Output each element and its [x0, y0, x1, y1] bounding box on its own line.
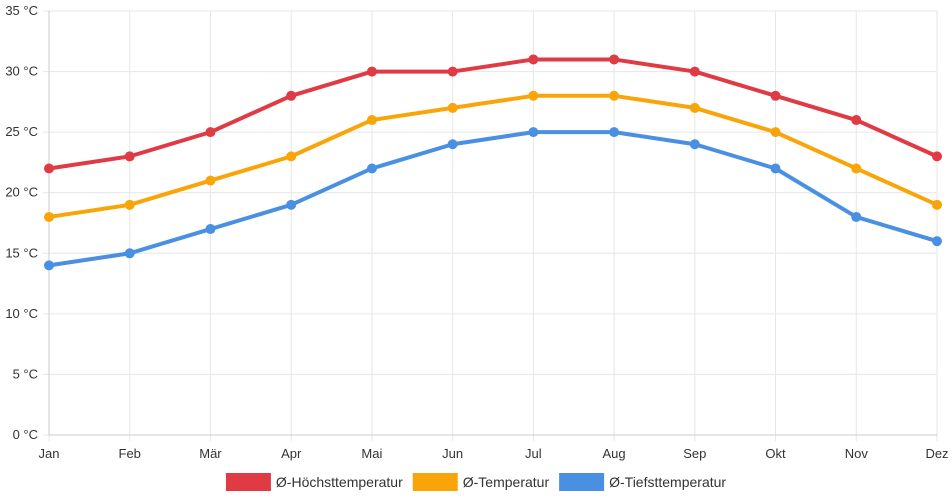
x-tick-label: Jan	[39, 446, 60, 461]
legend-label: Ø-Höchsttemperatur	[276, 474, 403, 490]
data-point[interactable]	[447, 139, 458, 150]
x-tick-label: Sep	[683, 446, 706, 461]
x-tick-label: Nov	[845, 446, 869, 461]
data-point[interactable]	[851, 211, 862, 222]
data-point[interactable]	[932, 199, 942, 210]
x-tick-label: Dez	[925, 446, 948, 461]
y-tick-label: 5 °C	[13, 366, 38, 381]
data-point[interactable]	[205, 175, 216, 186]
data-point[interactable]	[689, 102, 700, 113]
data-point[interactable]	[205, 127, 216, 138]
data-point[interactable]	[447, 102, 458, 113]
legend-swatch	[225, 473, 271, 491]
y-tick-label: 0 °C	[13, 427, 38, 442]
data-point[interactable]	[366, 115, 377, 126]
y-tick-label: 20 °C	[5, 185, 38, 200]
grid-lines	[43, 10, 938, 441]
data-point[interactable]	[851, 115, 862, 126]
series-line	[47, 57, 939, 171]
data-point[interactable]	[124, 199, 135, 210]
x-tick-label: Jun	[442, 446, 463, 461]
data-point[interactable]	[528, 127, 539, 138]
y-tick-label: 15 °C	[5, 245, 38, 260]
data-point[interactable]	[932, 151, 942, 162]
data-point[interactable]	[44, 211, 54, 222]
legend-label: Ø-Temperatur	[463, 474, 550, 490]
legend-item[interactable]: Ø-Temperatur	[412, 473, 550, 491]
series-group	[44, 90, 942, 222]
data-point[interactable]	[124, 248, 135, 259]
x-tick-label: Feb	[119, 446, 141, 461]
data-point[interactable]	[205, 224, 216, 235]
legend-swatch	[412, 473, 458, 491]
data-point[interactable]	[528, 90, 539, 101]
y-tick-label: 35 °C	[5, 3, 38, 18]
series-group	[44, 54, 942, 174]
y-tick-label: 25 °C	[5, 124, 38, 139]
y-axis-tick-labels: 0 °C 5 °C 10 °C 15 °C 20 °C 25 °C 30 °C 35 °C	[5, 3, 38, 442]
x-tick-label: Mär	[199, 446, 222, 461]
series-group	[44, 127, 942, 271]
data-point[interactable]	[609, 54, 620, 65]
x-tick-label: Okt	[765, 446, 786, 461]
data-point[interactable]	[609, 127, 620, 138]
data-series	[44, 54, 942, 271]
data-point[interactable]	[44, 260, 54, 271]
data-point[interactable]	[851, 163, 862, 174]
legend-label: Ø-Tiefsttemperatur	[609, 474, 726, 490]
x-tick-label: Jul	[525, 446, 542, 461]
legend-item[interactable]: Ø-Tiefsttemperatur	[559, 473, 726, 491]
data-point[interactable]	[609, 90, 620, 101]
x-axis-tick-labels: Jan Feb Mär Apr Mai Jun Jul Aug Sep Okt Nov Dez	[39, 446, 949, 461]
data-point[interactable]	[770, 90, 781, 101]
data-point[interactable]	[286, 199, 297, 210]
data-point[interactable]	[528, 54, 539, 65]
x-tick-label: Mai	[361, 446, 382, 461]
data-point[interactable]	[366, 163, 377, 174]
y-tick-label: 10 °C	[5, 306, 38, 321]
series-line	[47, 130, 939, 268]
data-point[interactable]	[689, 139, 700, 150]
data-point[interactable]	[770, 127, 781, 138]
legend[interactable]: Ø-Höchsttemperatur Ø-Temperatur Ø-Tiefstte…	[225, 473, 726, 491]
legend-item[interactable]: Ø-Höchsttemperatur	[225, 473, 403, 491]
data-point[interactable]	[286, 151, 297, 162]
series-line	[47, 93, 939, 219]
data-point[interactable]	[447, 66, 458, 77]
legend-swatch	[559, 473, 605, 491]
data-point[interactable]	[44, 163, 54, 174]
x-tick-label: Apr	[281, 446, 302, 461]
data-point[interactable]	[286, 90, 297, 101]
data-point[interactable]	[932, 236, 942, 247]
data-point[interactable]	[366, 66, 377, 77]
data-point[interactable]	[770, 163, 781, 174]
y-tick-label: 30 °C	[5, 64, 38, 79]
x-tick-label: Aug	[603, 446, 626, 461]
data-point[interactable]	[124, 151, 135, 162]
data-point[interactable]	[689, 66, 700, 77]
